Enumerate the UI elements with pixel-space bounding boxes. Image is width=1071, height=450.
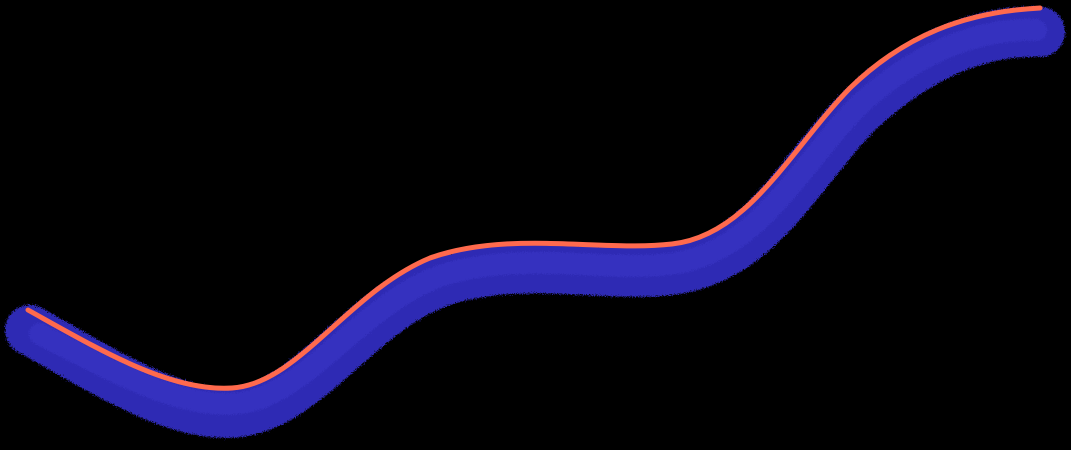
wave-stripe-sheen [29,18,1047,415]
wave-stripe-orange-edge [25,5,1043,391]
